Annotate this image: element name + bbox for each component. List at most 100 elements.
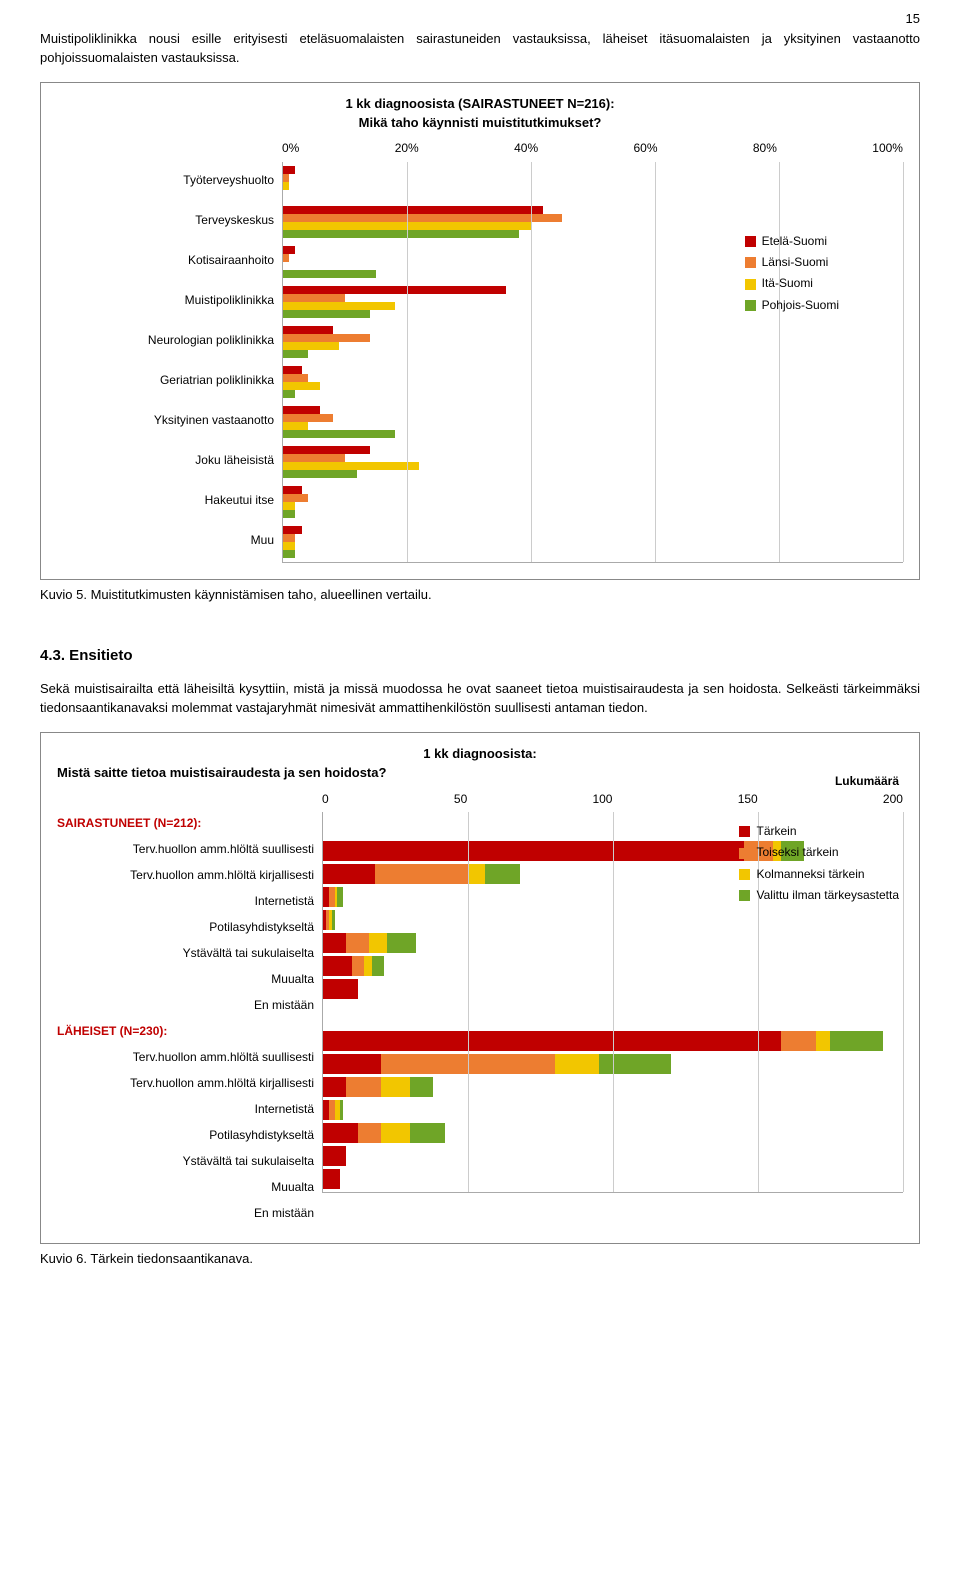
x-tick: 80% xyxy=(753,140,777,157)
chart2-bar-row xyxy=(323,1123,903,1143)
chart1-bar xyxy=(283,382,320,390)
chart1-bar xyxy=(283,214,562,222)
chart1-bar-group xyxy=(283,482,903,522)
chart2-bar-segment xyxy=(816,1031,831,1051)
legend-swatch xyxy=(745,279,756,290)
legend-item: Kolmanneksi tärkein xyxy=(739,866,899,883)
chart2-bar-row xyxy=(323,1100,903,1120)
chart2-bar-segment xyxy=(323,979,358,999)
chart2-row-label: En mistään xyxy=(57,1201,322,1227)
chart2-bar-segment xyxy=(323,1031,781,1051)
chart2-bar-segment xyxy=(410,1123,445,1143)
chart1-bar xyxy=(283,270,376,278)
chart1-bar xyxy=(283,414,333,422)
chart2-legend: Tärkein Toiseksi tärkein Kolmanneksi tärke… xyxy=(739,823,899,909)
chart1-bar xyxy=(283,254,289,262)
chart2-bar-row xyxy=(323,1054,903,1074)
chart2-bar-segment xyxy=(375,864,468,884)
legend-swatch xyxy=(739,826,750,837)
chart1-bar xyxy=(283,302,395,310)
chart2-bar-segment xyxy=(332,910,335,930)
chart2-bar-segment xyxy=(323,1146,346,1166)
legend-item: Itä-Suomi xyxy=(745,275,839,292)
chart2-title-l2: Mistä saitte tietoa muistisairaudesta ja… xyxy=(57,765,386,780)
chart1-bar xyxy=(283,510,295,518)
chart1-bar-group xyxy=(283,322,903,362)
legend-label: Itä-Suomi xyxy=(762,275,813,292)
chart2-bar-segment xyxy=(381,1123,410,1143)
chart1-bar xyxy=(283,294,345,302)
chart1-bar xyxy=(283,342,339,350)
chart1-bar xyxy=(283,534,295,542)
chart2-bar-row xyxy=(323,933,903,953)
x-tick: 0 xyxy=(322,791,329,808)
chart1-category-label: Joku läheisistä xyxy=(57,440,282,480)
x-tick: 0% xyxy=(282,140,299,157)
chart2-bar-segment xyxy=(323,933,346,953)
chart2-bar-segment xyxy=(323,841,744,861)
chart1-bar xyxy=(283,334,370,342)
chart2-title: 1 kk diagnoosista: Mistä saitte tietoa m… xyxy=(57,745,903,783)
chart1-bar xyxy=(283,526,302,534)
chart2-row-label: Ystävältä tai sukulaiselta xyxy=(57,1149,322,1175)
intro-paragraph: Muistipoliklinikka nousi esille erityise… xyxy=(40,30,920,68)
chart1-bar xyxy=(283,350,308,358)
chart1-category-label: Neurologian poliklinikka xyxy=(57,320,282,360)
legend-item: Etelä-Suomi xyxy=(745,233,839,250)
chart1-bar-group xyxy=(283,402,903,442)
chart1-bar xyxy=(283,542,295,550)
chart1-bar xyxy=(283,182,289,190)
chart2-row-label: Internetistä xyxy=(57,889,322,915)
legend-item: Tärkein xyxy=(739,823,899,840)
chart2-bar-segment xyxy=(781,1031,816,1051)
x-tick: 100 xyxy=(592,791,612,808)
chart1-bar xyxy=(283,286,506,294)
chart1-bar xyxy=(283,462,419,470)
chart1-category-label: Terveyskeskus xyxy=(57,200,282,240)
chart2-row-label: Potilasyhdistykseltä xyxy=(57,915,322,941)
chart2-bar-segment xyxy=(337,887,343,907)
chart1-title: 1 kk diagnoosista (SAIRASTUNEET N=216): … xyxy=(57,95,903,133)
chart2-x-axis: 050100150200 xyxy=(322,791,903,808)
chart1-bar xyxy=(283,310,370,318)
chart2-bar-segment xyxy=(323,1169,340,1189)
chart1-category-label: Hakeutui itse xyxy=(57,480,282,520)
chart2-row-label: Terv.huollon amm.hlöltä suullisesti xyxy=(57,837,322,863)
chart1-bar xyxy=(283,446,370,454)
chart1-category-label: Kotisairaanhoito xyxy=(57,240,282,280)
chart1-bar xyxy=(283,230,519,238)
chart2-bar-segment xyxy=(323,1077,346,1097)
chart2-bar-segment xyxy=(352,956,364,976)
section-heading: 4.3. Ensitieto xyxy=(40,645,920,667)
legend-swatch xyxy=(739,869,750,880)
x-tick: 100% xyxy=(872,140,903,157)
chart2-bar-segment xyxy=(372,956,384,976)
legend-item: Länsi-Suomi xyxy=(745,254,839,271)
chart1-bar xyxy=(283,454,345,462)
chart2-bar-row xyxy=(323,1077,903,1097)
chart2-bar-segment xyxy=(323,864,375,884)
legend-label: Pohjois-Suomi xyxy=(762,297,839,314)
legend-swatch xyxy=(745,300,756,311)
chart1-title-line2: Mikä taho käynnisti muistitutkimukset? xyxy=(359,115,602,130)
chart-2: 1 kk diagnoosista: Mistä saitte tietoa m… xyxy=(40,732,920,1244)
chart1-bar xyxy=(283,470,357,478)
x-tick: 200 xyxy=(883,791,903,808)
x-tick: 60% xyxy=(633,140,657,157)
chart2-bar-segment xyxy=(346,1077,381,1097)
chart2-bar-segment xyxy=(323,1123,358,1143)
chart2-group-header: LÄHEISET (N=230): xyxy=(57,1019,322,1045)
chart1-bar xyxy=(283,486,302,494)
chart1-bar xyxy=(283,502,295,510)
chart2-bar-segment xyxy=(340,1100,343,1120)
x-tick: 40% xyxy=(514,140,538,157)
chart1-x-axis: 0%20%40%60%80%100% xyxy=(282,140,903,157)
chart1-category-label: Geriatrian poliklinikka xyxy=(57,360,282,400)
chart1-bar xyxy=(283,174,289,182)
chart1-bar xyxy=(283,206,543,214)
legend-label: Valittu ilman tärkeysastetta xyxy=(756,887,899,904)
legend-item: Toiseksi tärkein xyxy=(739,844,899,861)
chart2-right-label: Lukumäärä xyxy=(835,773,899,790)
chart1-legend: Etelä-Suomi Länsi-Suomi Itä-Suomi Pohjois-S… xyxy=(745,233,839,319)
legend-label: Länsi-Suomi xyxy=(762,254,829,271)
